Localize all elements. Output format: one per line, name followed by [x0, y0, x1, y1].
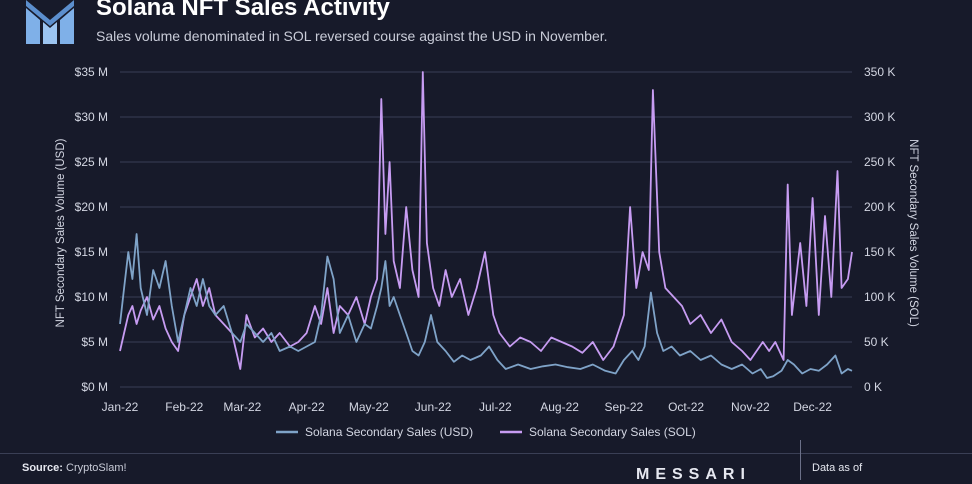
x-tick-label: Apr-22: [289, 400, 325, 414]
left-tick-label: $25 M: [75, 155, 108, 169]
x-tick-label: Mar-22: [223, 400, 261, 414]
messari-logo-icon: [26, 0, 74, 44]
legend-label-sol: Solana Secondary Sales (SOL): [529, 425, 696, 439]
right-tick-label: 300 K: [864, 110, 895, 124]
x-tick-label: Jul-22: [479, 400, 512, 414]
chart-plot: $0 M $5 M $10 M $15 M $20 M $25 M $30 M $35 M 0…: [55, 65, 919, 439]
footer-separator: [800, 440, 801, 480]
brand-wordmark: MESSARI: [636, 466, 751, 483]
right-tick-label: 150 K: [864, 245, 895, 259]
x-tick-label: May-22: [349, 400, 389, 414]
x-tick-label: Jan-22: [102, 400, 139, 414]
x-tick-label: Sep-22: [605, 400, 644, 414]
grid-lines: [120, 71, 852, 388]
chart-title: Solana NFT Sales Activity: [96, 0, 390, 21]
left-tick-label: $5 M: [81, 335, 108, 349]
chart-subtitle: Sales volume denominated in SOL reversed…: [96, 28, 608, 44]
x-tick-label: Aug-22: [540, 400, 579, 414]
left-tick-label: $20 M: [75, 200, 108, 214]
footer-divider: [0, 453, 972, 454]
source-label: Source:: [22, 462, 63, 474]
x-tick-label: Jun-22: [415, 400, 452, 414]
left-tick-label: $10 M: [75, 290, 108, 304]
series-lines: [119, 71, 853, 379]
right-tick-label: 200 K: [864, 200, 895, 214]
source-value: CryptoSlam!: [66, 462, 127, 474]
series-line-usd: [119, 233, 853, 379]
x-axis-ticks: Jan-22 Feb-22 Mar-22 Apr-22 May-22 Jun-22 Jul-…: [102, 400, 833, 414]
left-tick-label: $15 M: [75, 245, 108, 259]
x-tick-label: Nov-22: [731, 400, 770, 414]
x-tick-label: Dec-22: [793, 400, 832, 414]
data-as-of-label: Data as of: [812, 462, 863, 474]
left-tick-label: $35 M: [75, 65, 108, 79]
right-tick-label: 0 K: [864, 380, 882, 394]
right-axis-ticks: 0 K 50 K 100 K 150 K 200 K 250 K 300 K 350 K: [864, 65, 895, 394]
legend: Solana Secondary Sales (USD) Solana Seco…: [276, 425, 696, 439]
left-axis-ticks: $0 M $5 M $10 M $15 M $20 M $25 M $30 M $35 M: [75, 65, 108, 394]
source-note: Source: CryptoSlam!: [22, 462, 127, 474]
right-axis-title: NFT Secondary Sales Volume (SOL): [907, 139, 919, 327]
x-tick-label: Feb-22: [165, 400, 203, 414]
right-tick-label: 100 K: [864, 290, 895, 304]
legend-label-usd: Solana Secondary Sales (USD): [305, 425, 473, 439]
left-tick-label: $0 M: [81, 380, 108, 394]
series-line-sol: [119, 71, 853, 370]
left-tick-label: $30 M: [75, 110, 108, 124]
right-tick-label: 50 K: [864, 335, 889, 349]
right-tick-label: 350 K: [864, 65, 895, 79]
x-tick-label: Oct-22: [668, 400, 704, 414]
left-axis-title: NFT Secondary Sales Volume (USD): [55, 138, 67, 327]
right-tick-label: 250 K: [864, 155, 895, 169]
